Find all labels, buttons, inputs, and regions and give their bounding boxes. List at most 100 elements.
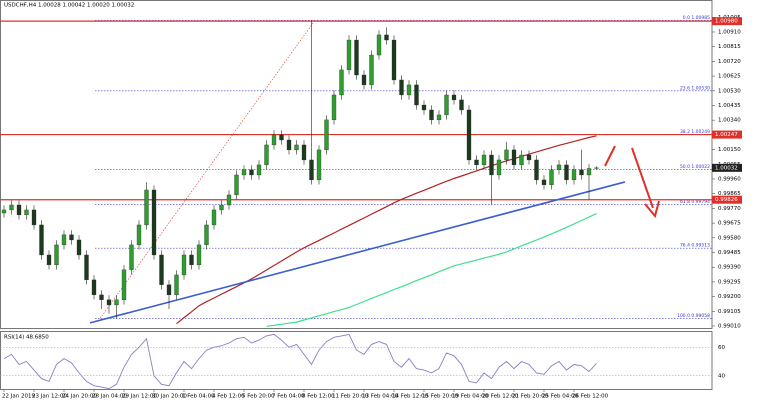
candle-body — [121, 269, 127, 300]
y-tick-label: 1.00530 — [718, 88, 741, 94]
candle-body — [414, 84, 419, 106]
candle-body — [46, 254, 52, 266]
candle-body — [519, 154, 524, 166]
x-tick-label: 29 Jan 12:00 — [122, 394, 157, 400]
y-tick-label: 1.00815 — [718, 44, 741, 50]
candle-body — [309, 159, 314, 181]
candle-body — [249, 169, 254, 176]
y-tick-label: 0.99675 — [718, 221, 741, 227]
candle-body — [316, 149, 322, 181]
candle-body — [556, 164, 562, 171]
y-tick-label: 1.00720 — [718, 59, 741, 65]
y-tick-label: 1.00625 — [718, 74, 741, 80]
candle-body — [571, 169, 577, 181]
candle-body — [436, 114, 442, 121]
candle-body — [204, 224, 209, 246]
candle-body — [339, 69, 344, 96]
candle-body — [61, 234, 67, 246]
candle-body — [549, 169, 554, 186]
candle-body — [391, 39, 397, 81]
x-tick-label: 5 Feb 20:00 — [242, 394, 275, 400]
arrow-head — [644, 200, 660, 219]
arrow-down — [631, 147, 654, 209]
rsi-tick-label: 60 — [718, 345, 725, 351]
price-tag-label: 1.00247 — [715, 132, 738, 138]
y-tick-label: 1.00435 — [718, 103, 741, 109]
candle-body — [99, 294, 104, 300]
candle-body — [481, 154, 487, 166]
candle-body — [9, 204, 14, 211]
candle-body — [399, 79, 404, 96]
arrow-up — [604, 145, 616, 167]
candle-body — [354, 39, 359, 76]
trendline — [89, 181, 626, 324]
candle-body — [114, 299, 119, 306]
moving-average — [266, 213, 597, 327]
candle-body — [24, 209, 29, 216]
candle-body — [346, 39, 352, 71]
candle-body — [16, 204, 22, 216]
x-tick-label: 13 Feb 04:00 — [362, 394, 399, 400]
candle-body — [219, 204, 224, 211]
chart-title: USDCHF,H4 1.00028 1.00042 1.00020 1.0003… — [4, 3, 134, 9]
rsi-title: RSI(14) 48.6850 — [4, 335, 49, 341]
candle-body — [1, 209, 7, 214]
annotation-arrows — [604, 145, 660, 219]
candle-body — [466, 109, 472, 161]
candle-body — [256, 164, 262, 176]
price-tag — [712, 17, 742, 26]
candle-body — [144, 189, 149, 226]
price-tag-label: 0.99826 — [715, 197, 738, 203]
candle-body — [196, 244, 202, 266]
fib-label: 0.0 1.00985 — [683, 15, 710, 21]
x-tick-label: 1 Feb 04:00 — [182, 394, 215, 400]
x-tick-label: 28 Jan 04:00 — [92, 394, 127, 400]
candle-body — [189, 254, 194, 266]
x-tick-label: 7 Feb 04:00 — [272, 394, 305, 400]
x-tick-label: 26 Feb 12:00 — [572, 394, 609, 400]
candle-body — [369, 54, 374, 86]
candle-body — [526, 154, 532, 161]
candle-body — [151, 189, 157, 256]
x-tick-label: 20 Feb 12:00 — [482, 394, 519, 400]
candle-body — [579, 169, 584, 176]
candle-body — [586, 168, 592, 176]
fib-diagonal — [99, 20, 316, 319]
x-tick-label: 19 Feb 04:00 — [452, 394, 489, 400]
y-tick-label: 0.99390 — [718, 265, 741, 271]
candle-body — [69, 234, 74, 241]
x-tick-label: 23 Jan 12:00 — [32, 394, 67, 400]
candle-body — [594, 167, 599, 169]
y-tick-label: 0.99770 — [718, 206, 741, 212]
y-tick-label: 0.99200 — [718, 294, 741, 300]
candle-body — [384, 34, 389, 41]
x-tick-label: 21 Feb 20:00 — [512, 394, 549, 400]
candle-body — [496, 159, 502, 176]
y-tick-label: 0.99485 — [718, 250, 741, 256]
candle-body — [84, 254, 89, 281]
x-tick-label: 15 Feb 20:00 — [422, 394, 459, 400]
x-tick-label: 30 Jan 20:00 — [152, 394, 187, 400]
candle-body — [39, 224, 44, 256]
candle-body — [474, 159, 479, 166]
candle-body — [211, 209, 217, 226]
candle-body — [421, 104, 427, 111]
candle-body — [181, 254, 187, 276]
x-tick-label: 22 Jan 2019 — [2, 394, 35, 400]
candle-body — [264, 144, 269, 166]
x-tick-label: 25 Feb 04:00 — [542, 394, 579, 400]
candle-body — [534, 159, 539, 181]
x-tick-label: 24 Jan 20:00 — [62, 394, 97, 400]
rsi-panel — [0, 331, 713, 390]
fib-label: 76.4 0.99513 — [680, 243, 710, 249]
candle-body — [459, 99, 464, 111]
candle-body — [159, 254, 164, 285]
candle-body — [451, 94, 457, 101]
candle-body — [136, 224, 142, 246]
price-tag-label: 1.00980 — [715, 19, 738, 25]
y-tick-label: 0.99865 — [718, 191, 741, 197]
candle-body — [174, 274, 179, 296]
fib-label: 61.8 0.99794 — [680, 199, 710, 205]
